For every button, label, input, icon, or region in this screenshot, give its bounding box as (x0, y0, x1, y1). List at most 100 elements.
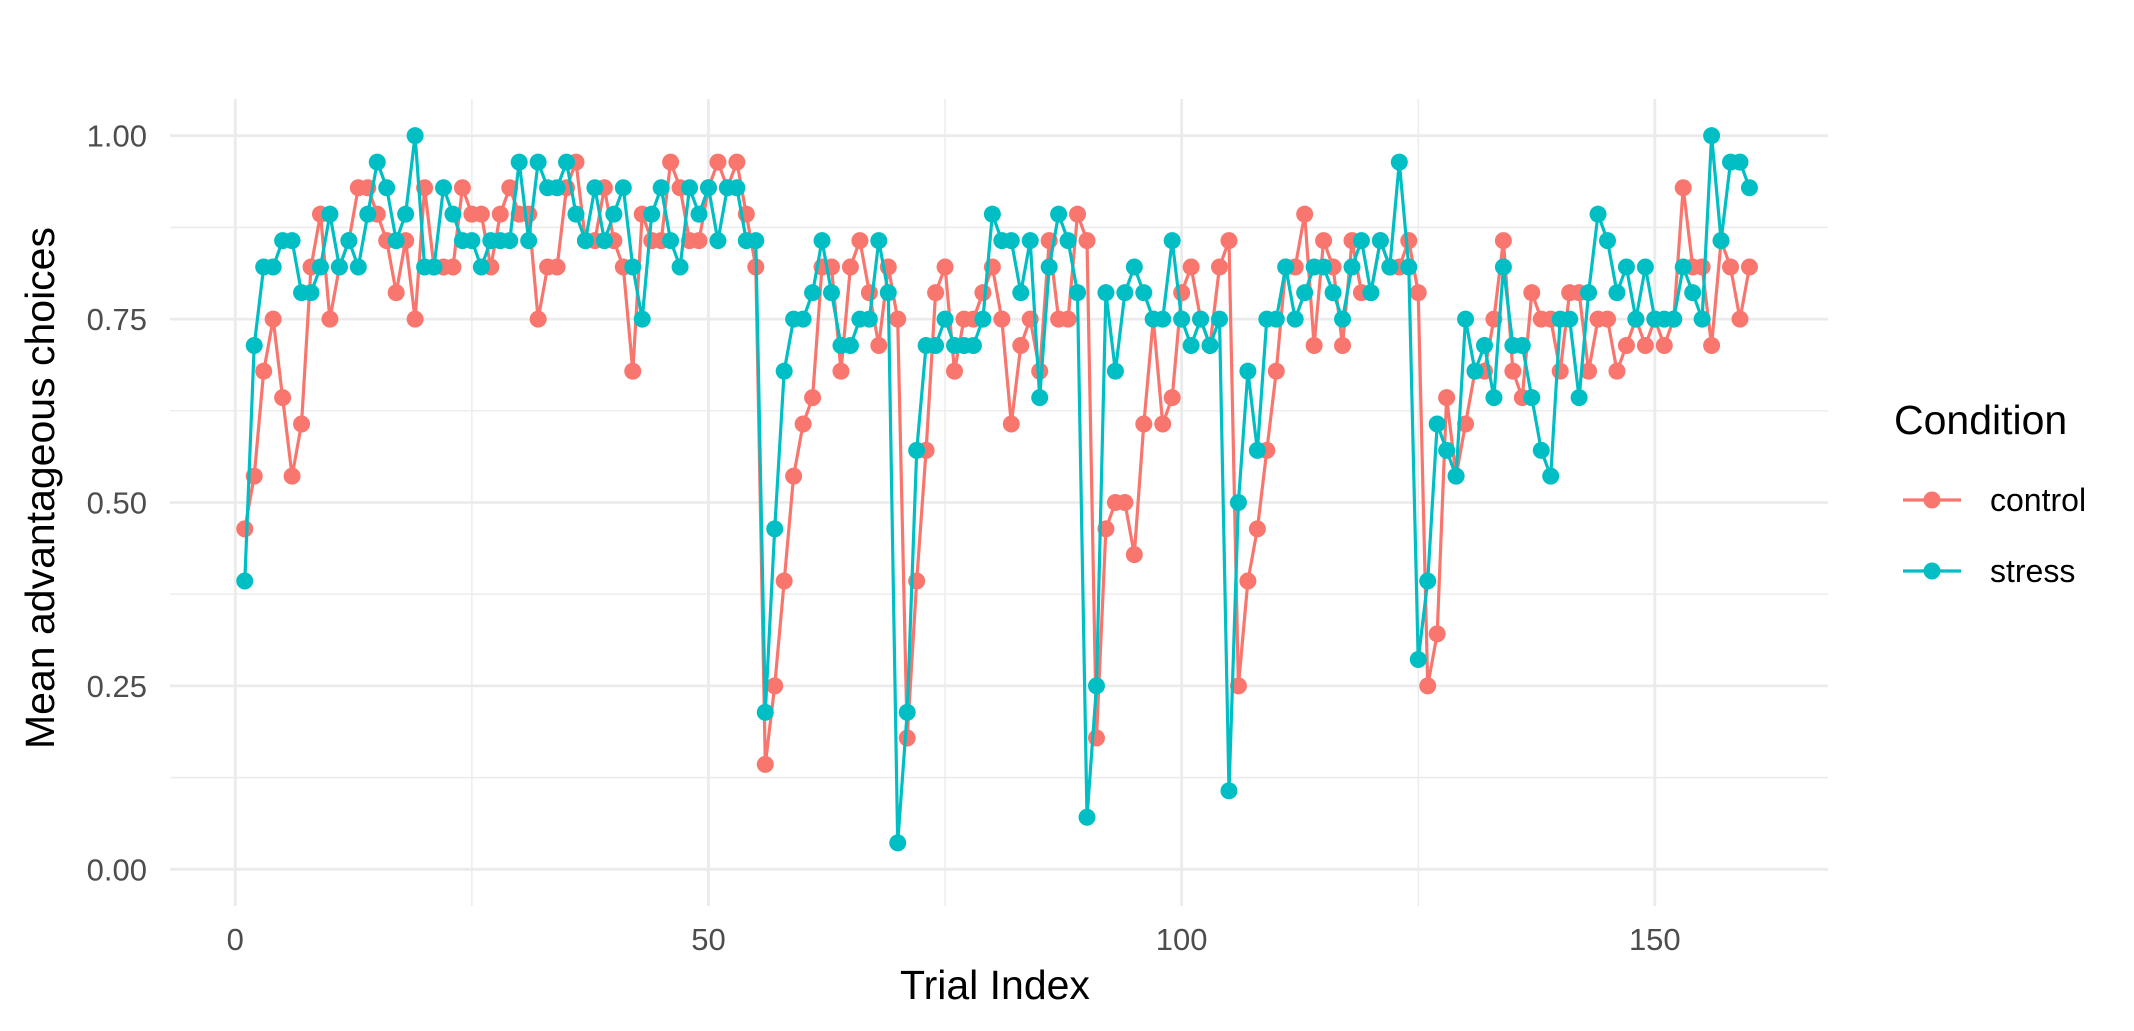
data-point-stress (1532, 441, 1550, 459)
data-point-stress (1580, 284, 1598, 302)
data-point-control (785, 467, 803, 485)
data-point-stress (1324, 284, 1342, 302)
data-point-control (1305, 337, 1323, 355)
data-point-stress (662, 232, 680, 250)
data-point-stress (1712, 232, 1730, 250)
data-point-stress (1419, 572, 1437, 590)
data-point-stress (1059, 232, 1077, 250)
data-point-control (1296, 205, 1314, 223)
data-point-stress (321, 205, 339, 223)
data-point-stress (1608, 284, 1626, 302)
y-tick-label: 0.50 (87, 486, 147, 521)
data-point-stress (614, 179, 632, 197)
data-point-stress (576, 232, 594, 250)
data-point-stress (1371, 232, 1389, 250)
data-point-control (1087, 729, 1105, 747)
data-point-control (1116, 494, 1134, 511)
data-point-stress (908, 441, 926, 459)
data-point-control (662, 153, 680, 171)
data-point-control (766, 677, 784, 695)
data-point-stress (1182, 337, 1200, 355)
data-point-control (1163, 389, 1181, 407)
x-tick-label: 0 (227, 922, 244, 957)
data-point-control (1636, 337, 1654, 355)
data-point-stress (520, 232, 538, 250)
data-point-stress (766, 520, 784, 538)
data-point-stress (927, 337, 945, 355)
data-point-stress (1135, 284, 1153, 302)
data-point-stress (974, 310, 992, 328)
data-point-stress (406, 127, 424, 145)
x-tick-label: 100 (1156, 922, 1208, 957)
data-point-stress (1665, 310, 1683, 328)
data-point-control (624, 362, 642, 380)
data-point-stress (671, 258, 689, 276)
data-point-control (870, 337, 888, 355)
data-point-control (946, 362, 964, 380)
series-stress (236, 127, 1758, 852)
legend-key-point (1923, 491, 1941, 509)
data-point-stress (1561, 310, 1579, 328)
data-point-stress (813, 232, 831, 250)
data-point-stress (1400, 258, 1418, 276)
legend-label: control (1990, 482, 2086, 518)
y-tick-label: 0.00 (87, 852, 147, 887)
data-point-stress (860, 310, 878, 328)
data-point-control (936, 258, 954, 276)
data-point-control (1551, 362, 1569, 380)
data-point-stress (1267, 310, 1285, 328)
data-point-stress (1409, 650, 1427, 668)
data-point-stress (1674, 258, 1692, 276)
data-point-stress (349, 258, 367, 276)
data-point-stress (425, 258, 443, 276)
data-point-stress (548, 179, 566, 197)
data-point-stress (1494, 258, 1512, 276)
data-point-control (1599, 310, 1617, 328)
data-point-control (1210, 258, 1228, 276)
data-point-stress (567, 205, 585, 223)
data-point-control (1409, 284, 1427, 302)
data-point-stress (1050, 205, 1068, 223)
legend-items: control stress (1903, 482, 2086, 589)
data-point-stress (898, 703, 916, 721)
data-point-stress (1248, 441, 1266, 459)
data-point-stress (1021, 232, 1039, 250)
data-point-control (1580, 362, 1598, 380)
data-point-stress (1097, 284, 1115, 302)
data-point-control (851, 232, 869, 250)
data-point-stress (794, 310, 812, 328)
data-point-control (1002, 415, 1020, 433)
data-point-stress (1173, 310, 1191, 328)
data-point-stress (1012, 284, 1030, 302)
x-tick-label: 50 (691, 922, 725, 957)
data-point-stress (529, 153, 547, 171)
data-point-control (1248, 520, 1266, 538)
data-point-control (974, 284, 992, 302)
data-point-control (889, 310, 907, 328)
legend: Condition control stress (1894, 397, 2086, 589)
data-point-control (283, 467, 301, 485)
data-point-stress (804, 284, 822, 302)
data-point-control (1069, 205, 1087, 223)
data-point-stress (1125, 258, 1143, 276)
data-point-stress (1343, 258, 1361, 276)
data-point-stress (1693, 310, 1711, 328)
data-point-control (444, 258, 462, 276)
x-tick-labels: 0 50 100 150 (227, 922, 1681, 957)
data-point-stress (1703, 127, 1721, 145)
y-tick-labels: 0.00 0.25 0.50 0.75 1.00 (87, 119, 147, 888)
data-point-control (1334, 337, 1352, 355)
data-point-stress (359, 205, 377, 223)
data-point-stress (690, 205, 708, 223)
data-point-control (1173, 284, 1191, 302)
data-point-control (927, 284, 945, 302)
data-point-stress (964, 337, 982, 355)
data-point-stress (368, 153, 386, 171)
data-point-control (1740, 258, 1758, 276)
data-point-control (1182, 258, 1200, 276)
data-point-stress (1163, 232, 1181, 250)
data-point-stress (1466, 362, 1484, 380)
data-point-stress (1239, 362, 1257, 380)
data-point-stress (936, 310, 954, 328)
